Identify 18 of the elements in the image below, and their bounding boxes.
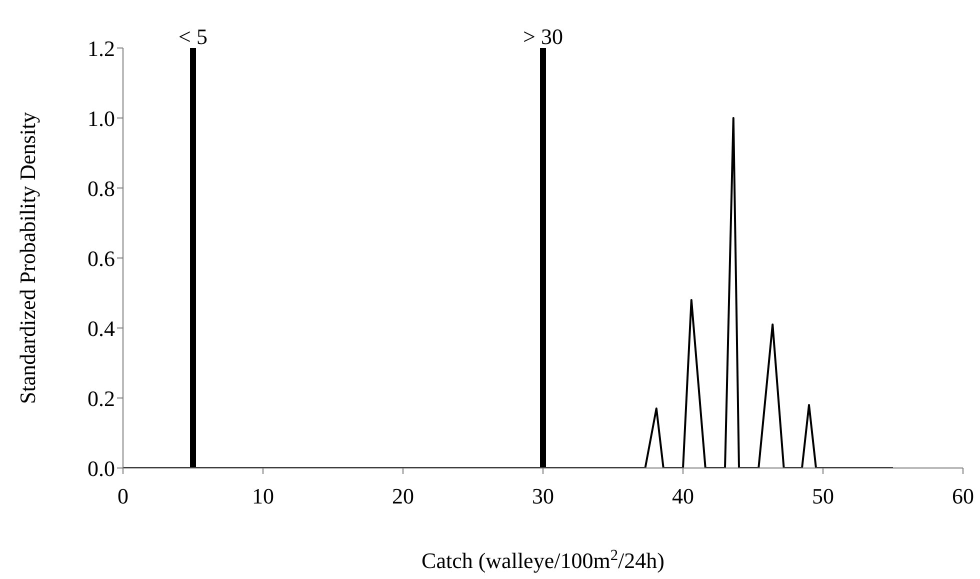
y-tick-label: 0.4 [88,316,115,341]
y-tick-label: 0.0 [88,456,115,481]
x-tick-label: 50 [812,484,834,509]
y-tick-label: 1.2 [88,36,115,61]
ref-line-label: < 5 [178,24,208,49]
x-tick-label: 20 [392,484,414,509]
x-tick-label: 60 [952,484,974,509]
y-tick-label: 0.2 [88,386,115,411]
x-tick-label: 30 [532,484,554,509]
x-tick-label: 10 [252,484,274,509]
y-tick-label: 0.6 [88,246,115,271]
ref-line-label: > 30 [523,24,563,49]
x-axis-title: Catch (walleye/100m$^{2}$/24h) [422,546,664,573]
x-tick-label: 40 [672,484,694,509]
y-axis-title: Standardized Probability Density [15,112,40,404]
y-tick-label: 1.0 [88,106,115,131]
y-tick-label: 0.8 [88,176,115,201]
x-tick-label: 0 [118,484,128,509]
